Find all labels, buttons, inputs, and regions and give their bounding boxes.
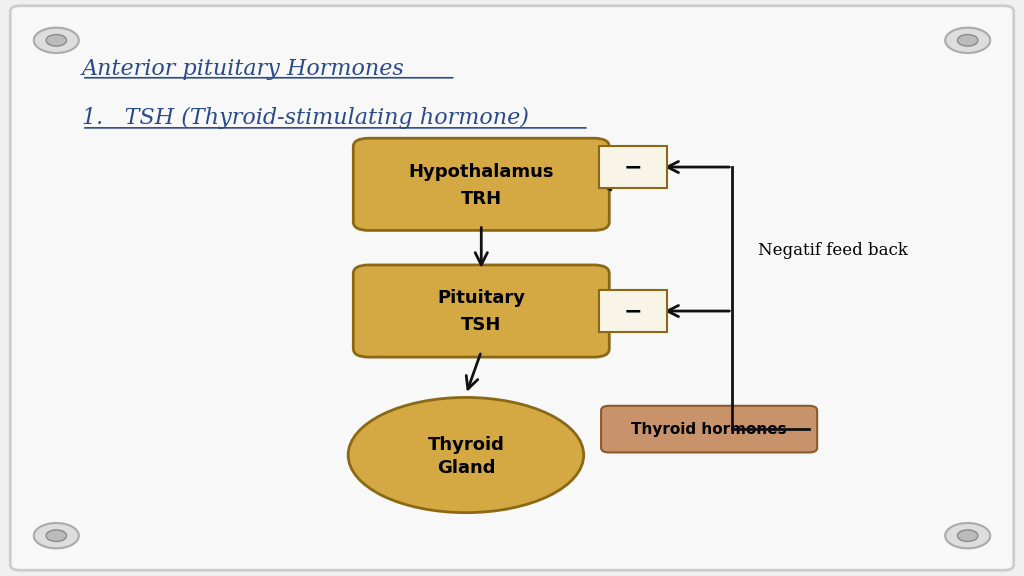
Text: Pituitary: Pituitary bbox=[437, 289, 525, 308]
Text: −: − bbox=[624, 301, 642, 321]
FancyBboxPatch shape bbox=[599, 146, 667, 188]
Text: TRH: TRH bbox=[461, 190, 502, 208]
Circle shape bbox=[957, 35, 978, 46]
Ellipse shape bbox=[348, 397, 584, 513]
FancyBboxPatch shape bbox=[599, 290, 667, 332]
Circle shape bbox=[945, 523, 990, 548]
Text: Anterior pituitary Hormones: Anterior pituitary Hormones bbox=[82, 58, 404, 80]
Text: 1.   TSH (Thyroid-stimulating hormone): 1. TSH (Thyroid-stimulating hormone) bbox=[82, 107, 528, 129]
FancyBboxPatch shape bbox=[353, 265, 609, 357]
Circle shape bbox=[46, 530, 67, 541]
Text: −: − bbox=[624, 157, 642, 177]
Text: Hypothalamus: Hypothalamus bbox=[409, 162, 554, 181]
Circle shape bbox=[957, 530, 978, 541]
Circle shape bbox=[945, 28, 990, 53]
Text: Thyroid: Thyroid bbox=[427, 435, 505, 454]
Text: TSH: TSH bbox=[461, 316, 502, 335]
Text: Negatif feed back: Negatif feed back bbox=[758, 242, 907, 259]
Circle shape bbox=[34, 28, 79, 53]
Text: Gland: Gland bbox=[436, 458, 496, 477]
FancyBboxPatch shape bbox=[353, 138, 609, 230]
Text: Thyroid hormones: Thyroid hormones bbox=[632, 422, 786, 437]
Circle shape bbox=[46, 35, 67, 46]
FancyBboxPatch shape bbox=[601, 406, 817, 453]
FancyBboxPatch shape bbox=[10, 6, 1014, 570]
Circle shape bbox=[34, 523, 79, 548]
